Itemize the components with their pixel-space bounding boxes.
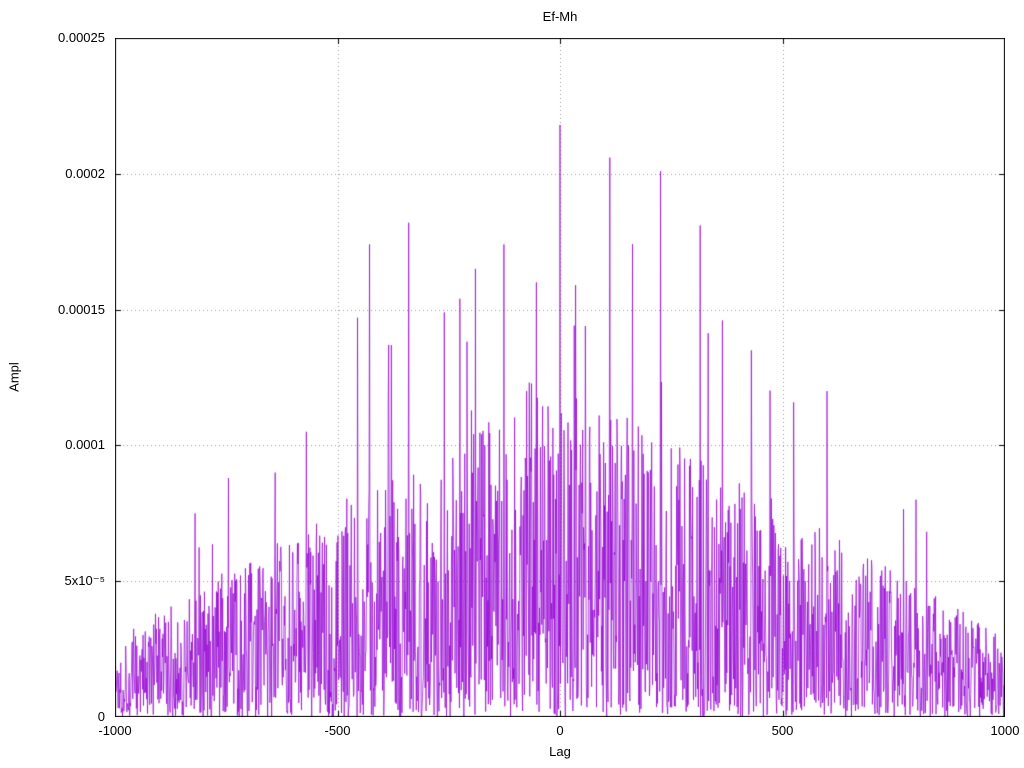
y-tick-label: 5x10⁻⁵ [64,573,105,589]
x-tick-label: 500 [771,723,794,738]
y-tick-label: 0 [97,709,105,724]
x-tick-label: -500 [324,723,351,738]
plot-area [115,38,1005,717]
x-tick-label: -1000 [98,723,132,738]
chart-title: Ef-Mh [542,9,578,24]
y-tick-label: 0.00025 [58,30,105,45]
y-axis-label: Ampl [6,362,22,392]
y-tick-label: 0.00015 [58,301,105,317]
x-axis-label: Lag [549,744,571,759]
x-tick-label: 1000 [990,723,1020,738]
y-tick-label: 0.0002 [65,165,105,181]
x-tick-label: 0 [556,723,564,738]
y-tick-label: 0.0001 [65,437,105,453]
